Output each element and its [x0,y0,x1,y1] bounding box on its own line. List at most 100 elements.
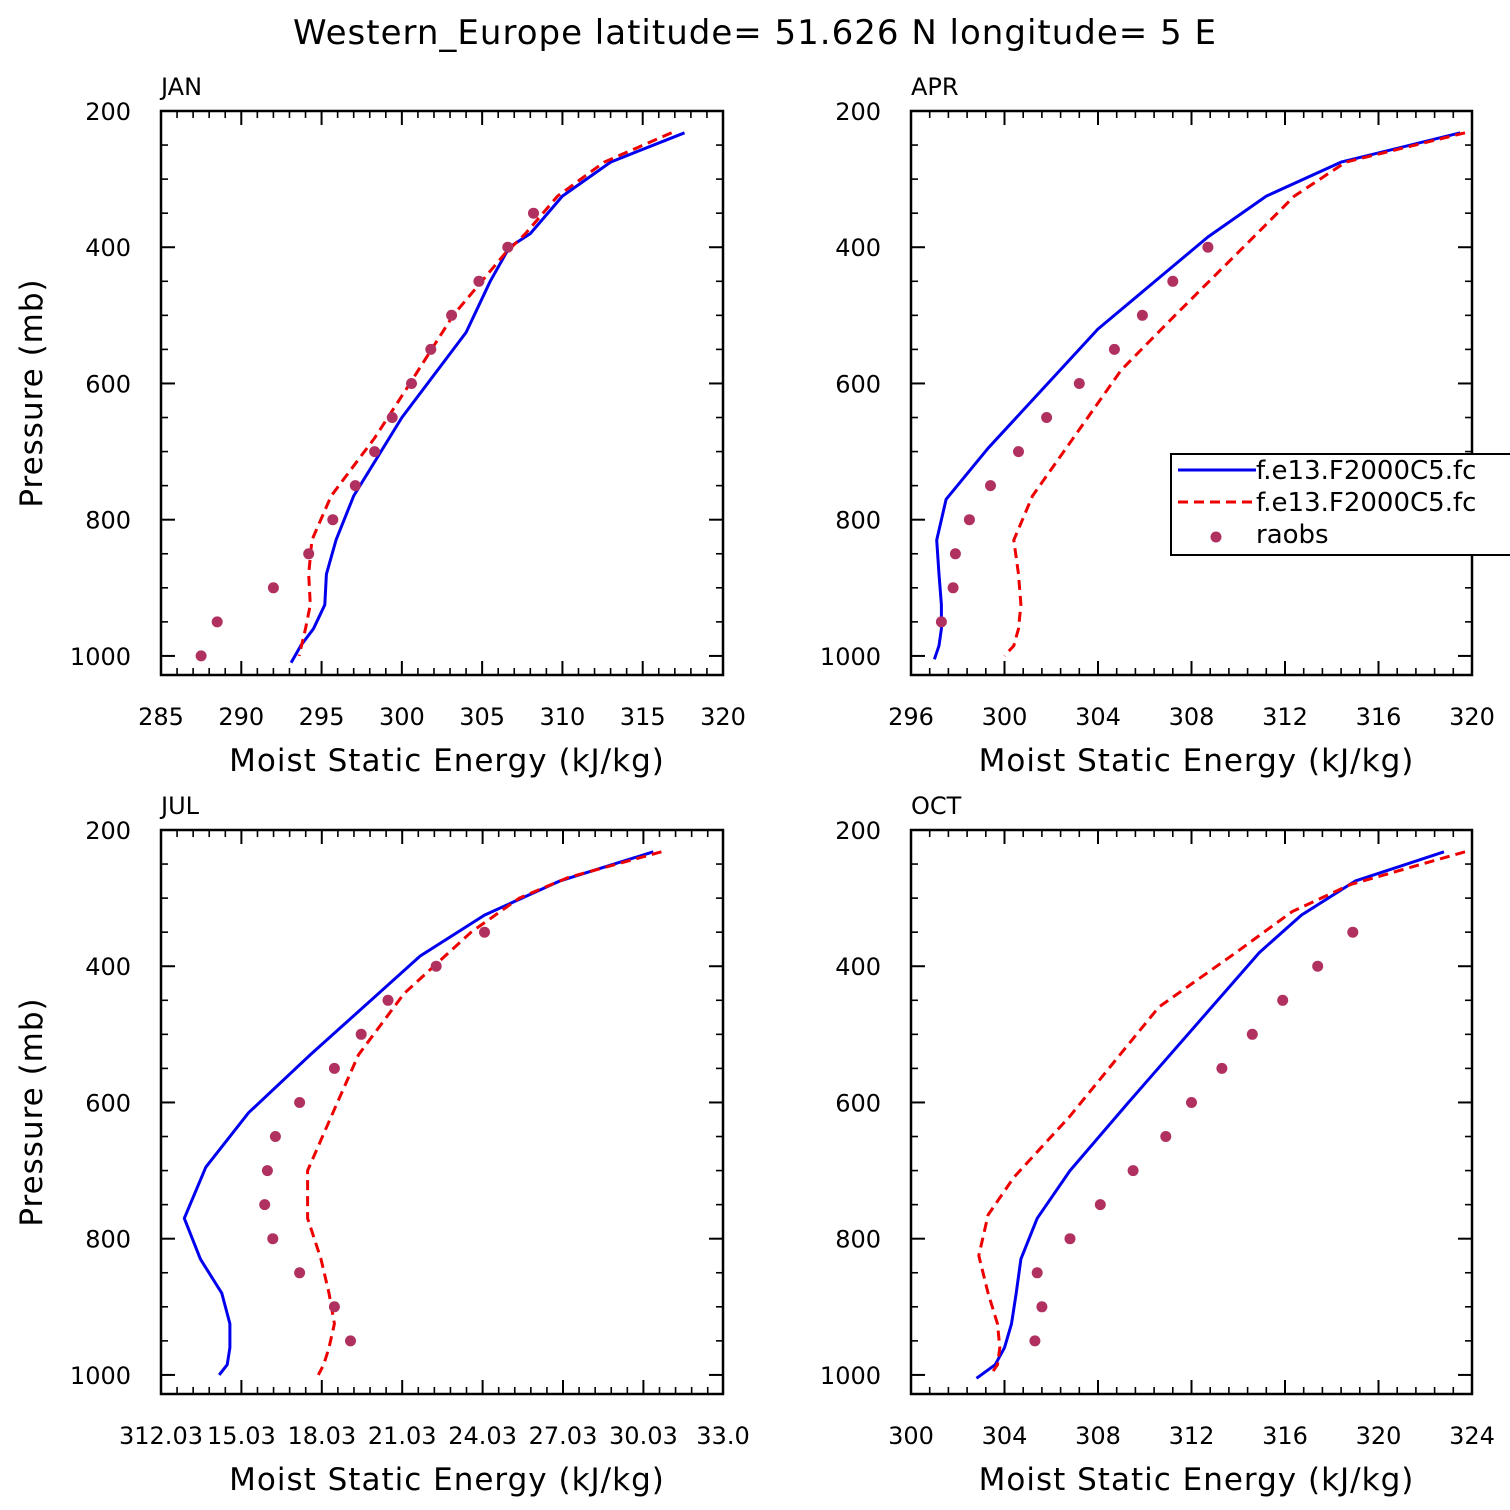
raobs-point [369,446,381,458]
y-tick-label: 800 [835,1226,881,1254]
panel-apr: APR 296 300 304 308 312 316 320 200 400 600 800 1000… [820,73,1510,779]
plot-frame [159,828,725,1396]
raobs-point [1013,446,1024,458]
y-tick-label: 400 [835,234,881,262]
x-tick-label: 300 [982,703,1028,731]
raobs-point [1108,343,1120,355]
raobs-point [1094,1199,1106,1211]
raobs-point [1167,275,1179,287]
legend-label: f.e13.F2000C5.fc [1256,456,1476,486]
y-tick-label: 600 [835,1089,881,1117]
series-line-2 [1003,131,1466,657]
x-tick-label: 21.03 [368,1422,437,1450]
raobs-point [446,309,458,321]
y-tick-label: 200 [85,98,131,126]
x-tick-label: 296 [888,703,934,731]
x-tick-label: 308 [1075,1422,1121,1450]
y-tick-label: 1000 [70,1362,131,1390]
raobs-point [259,1199,271,1211]
raobs-point [479,926,490,938]
raobs-point [261,1165,273,1177]
raobs-point [1136,309,1148,321]
panel-label: JAN [159,73,202,101]
panel-label: APR [911,73,959,101]
x-tick-label: 300 [888,1422,934,1450]
raobs-point [345,1335,356,1347]
raobs-point [1160,1131,1172,1142]
series-line-1 [975,850,1445,1380]
x-tick-label: 312.03 [119,1422,203,1450]
x-tick-label: 18.03 [287,1422,356,1450]
y-tick-label: 200 [835,98,881,126]
x-tick-label: 324 [1449,1422,1495,1450]
series-line-1 [182,850,654,1376]
raobs-point [267,582,279,594]
raobs-point [1216,1062,1228,1074]
x-tick-label: 304 [982,1422,1028,1450]
y-tick-label: 1000 [820,1362,881,1390]
x-tick-label: 308 [1169,703,1215,731]
x-tick-label: 320 [1356,1422,1402,1450]
x-tick-label: 290 [218,703,264,731]
plot-frame [909,109,1474,677]
legend-label: f.e13.F2000C5.fc [1256,488,1476,518]
raobs-point [386,412,398,423]
y-axis-label: Pressure (mb) [14,997,50,1226]
raobs-point [1246,1028,1258,1040]
x-tick-label: 320 [700,703,746,731]
raobs-point [1277,994,1289,1006]
raobs-point [294,1267,306,1279]
raobs-point [382,994,394,1006]
x-axis-label: Moist Static Energy (kJ/kg) [979,743,1415,779]
raobs-point [1041,412,1053,423]
raobs-point [985,480,996,492]
raobs-point [425,343,437,355]
raobs-point [328,1062,340,1074]
panel-label: OCT [911,792,962,820]
plot-area [182,850,662,1376]
x-tick-label: 312 [1262,703,1308,731]
raobs-point [328,1301,340,1313]
raobs-point [947,582,959,594]
y-tick-label: 400 [85,234,131,262]
raobs-point [1347,926,1359,938]
plot-area [975,850,1466,1380]
figure-title: Western_Europe latitude= 51.626 N longit… [293,13,1217,53]
x-tick-label: 285 [138,703,184,731]
y-tick-label: 600 [85,370,131,398]
x-tick-label: 30.03 [609,1422,678,1450]
raobs-point [949,548,961,560]
raobs-point [430,960,442,972]
raobs-point [1036,1301,1048,1313]
x-axis-label: Moist Static Energy (kJ/kg) [229,1462,665,1498]
raobs-point [1127,1165,1139,1177]
raobs-point [349,480,361,492]
y-tick-label: 400 [85,953,131,981]
y-tick-label: 800 [835,507,881,535]
y-tick-label: 1000 [820,643,881,671]
x-axis-label: Moist Static Energy (kJ/kg) [979,1462,1415,1498]
panel-oct: OCT 300 304 308 312 316 320 324 200 400 600 800 1000… [820,792,1495,1498]
y-tick-label: 200 [85,817,131,845]
x-tick-label: 295 [299,703,345,731]
raobs-point [195,650,207,662]
x-tick-label: 310 [540,703,586,731]
x-tick-label: 315 [620,703,666,731]
x-tick-label: 15.03 [207,1422,276,1450]
y-tick-label: 1000 [70,643,131,671]
plot-area [932,131,1466,660]
y-tick-label: 600 [835,370,881,398]
raobs-point [269,1131,281,1142]
panel-jul: JUL 312.03 15.03 18.03 21.03 24.03 27.03 30.03 3… [14,792,750,1498]
raobs-point [1186,1097,1197,1108]
raobs-point [1064,1233,1076,1245]
raobs-point [267,1233,279,1245]
series-line-1 [289,131,686,664]
raobs-point [1312,960,1324,972]
raobs-point [963,514,975,526]
raobs-point [1202,241,1214,253]
y-tick-label: 800 [85,1226,131,1254]
x-tick-label: 304 [1075,703,1121,731]
